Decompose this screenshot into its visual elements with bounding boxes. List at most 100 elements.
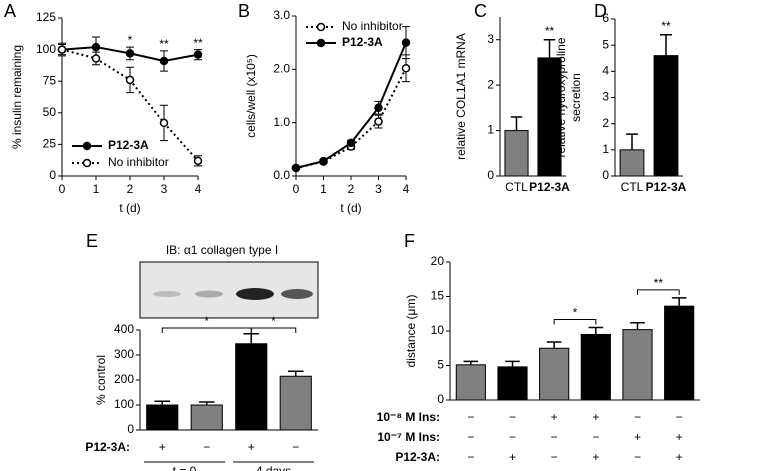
- y-tick-label: 2.0: [273, 62, 290, 76]
- y-tick-label: 50: [43, 105, 57, 119]
- group-label: t = 0: [173, 464, 197, 471]
- error-bar: [671, 297, 687, 307]
- y-tick-label: 1.0: [273, 115, 290, 129]
- error-bar: [543, 38, 556, 58]
- y-tick-label: 3: [487, 32, 494, 46]
- marker: [91, 42, 101, 52]
- x-tick-label: 3: [161, 182, 168, 196]
- panel-label: F: [404, 231, 415, 251]
- y-tick-label: 400: [114, 322, 134, 336]
- legend-marker: [316, 22, 326, 32]
- marker: [401, 64, 411, 73]
- blot-band: [281, 289, 313, 299]
- x-tick-label: 1: [93, 182, 100, 196]
- blot-band: [236, 288, 274, 300]
- x-tick-label: CTL: [505, 180, 528, 194]
- row-sign: −: [551, 450, 558, 464]
- row-sign: −: [592, 430, 599, 444]
- x-tick-label: 4: [195, 182, 202, 196]
- row-sign: +: [676, 450, 683, 464]
- blot: [139, 261, 319, 319]
- row-sign: −: [509, 410, 516, 424]
- y-tick-label: 200: [114, 372, 134, 386]
- row-label: 10⁻⁷ M Ins:: [377, 430, 440, 444]
- bar: [190, 404, 223, 431]
- x-tick-label: 2: [127, 182, 134, 196]
- row-sign: +: [509, 450, 516, 464]
- bar: [497, 366, 528, 401]
- y-tick-label: 0: [487, 168, 494, 182]
- panel-label: D: [594, 1, 607, 21]
- legend-label: P12-3A: [342, 35, 383, 49]
- significance-label: *: [128, 33, 133, 47]
- y-axis-title: cells/well (x10⁵): [244, 54, 258, 138]
- y-tick-label: 0.0: [273, 168, 290, 182]
- legend-marker: [82, 141, 92, 151]
- y-tick-label: 3: [602, 90, 609, 104]
- significance-label: *: [573, 306, 578, 320]
- x-tick-label: 0: [293, 182, 300, 196]
- y-tick-label: 5: [602, 37, 609, 51]
- bar: [539, 347, 570, 401]
- marker: [346, 138, 356, 148]
- panel-label: C: [474, 1, 487, 21]
- row-sign: +: [551, 410, 558, 424]
- marker: [57, 45, 67, 54]
- blot-label: IB: α1 collagen type I: [166, 243, 278, 257]
- bar: [146, 404, 179, 431]
- bar: [653, 55, 679, 177]
- x-tick-label: 1: [320, 182, 327, 196]
- bar: [622, 329, 653, 401]
- y-tick-label: 0: [49, 168, 56, 182]
- bar: [580, 333, 611, 401]
- row-sign: +: [248, 440, 255, 454]
- y-tick-label: 5: [437, 358, 444, 372]
- x-tick-label: CTL: [621, 180, 644, 194]
- error-bar: [588, 326, 604, 335]
- y-tick-label: 3.0: [273, 8, 290, 22]
- y-tick-label: 75: [43, 73, 57, 87]
- x-tick-label: P12-3A: [529, 180, 570, 194]
- y-tick-label: 25: [43, 137, 57, 151]
- marker: [401, 38, 411, 47]
- y-tick-label: 0: [602, 168, 609, 182]
- error-bar: [546, 341, 562, 349]
- y-tick-label: 1: [487, 123, 494, 137]
- y-tick-label: 100: [114, 397, 134, 411]
- y-tick-label: 20: [431, 254, 445, 268]
- marker: [374, 117, 383, 126]
- y-tick-label: 100: [36, 42, 56, 56]
- row-sign: −: [676, 410, 683, 424]
- row-label: 10⁻⁸ M Ins:: [377, 410, 440, 424]
- y-tick-label: 2: [487, 77, 494, 91]
- error-bar: [630, 321, 645, 330]
- blot-band: [153, 291, 181, 297]
- x-tick-label: P12-3A: [646, 180, 687, 194]
- y-tick-label: 300: [114, 347, 134, 361]
- y-axis-title: relative hydroxyproline: [554, 37, 568, 157]
- row-sign: −: [551, 430, 558, 444]
- row-sign: −: [634, 410, 641, 424]
- significance-bracket: [161, 327, 252, 333]
- row-sign: +: [592, 410, 599, 424]
- y-tick-label: 10: [431, 323, 445, 337]
- error-bar: [510, 116, 523, 131]
- legend-label: No inhibitor: [108, 155, 169, 169]
- significance-label: **: [159, 37, 169, 51]
- bar: [504, 130, 529, 177]
- marker: [125, 49, 135, 58]
- y-tick-label: 15: [431, 289, 445, 303]
- significance-label: **: [654, 276, 664, 290]
- blot-band: [195, 290, 223, 298]
- x-tick-label: 3: [375, 182, 382, 196]
- significance-bracket: [637, 289, 680, 295]
- panel-label: E: [86, 231, 98, 251]
- series-line: [295, 67, 407, 169]
- row-sign: −: [467, 430, 474, 444]
- marker: [291, 163, 301, 173]
- legend-label: No inhibitor: [342, 19, 403, 33]
- row-sign: −: [467, 450, 474, 464]
- legend-marker: [82, 158, 92, 168]
- significance-bracket: [250, 327, 297, 333]
